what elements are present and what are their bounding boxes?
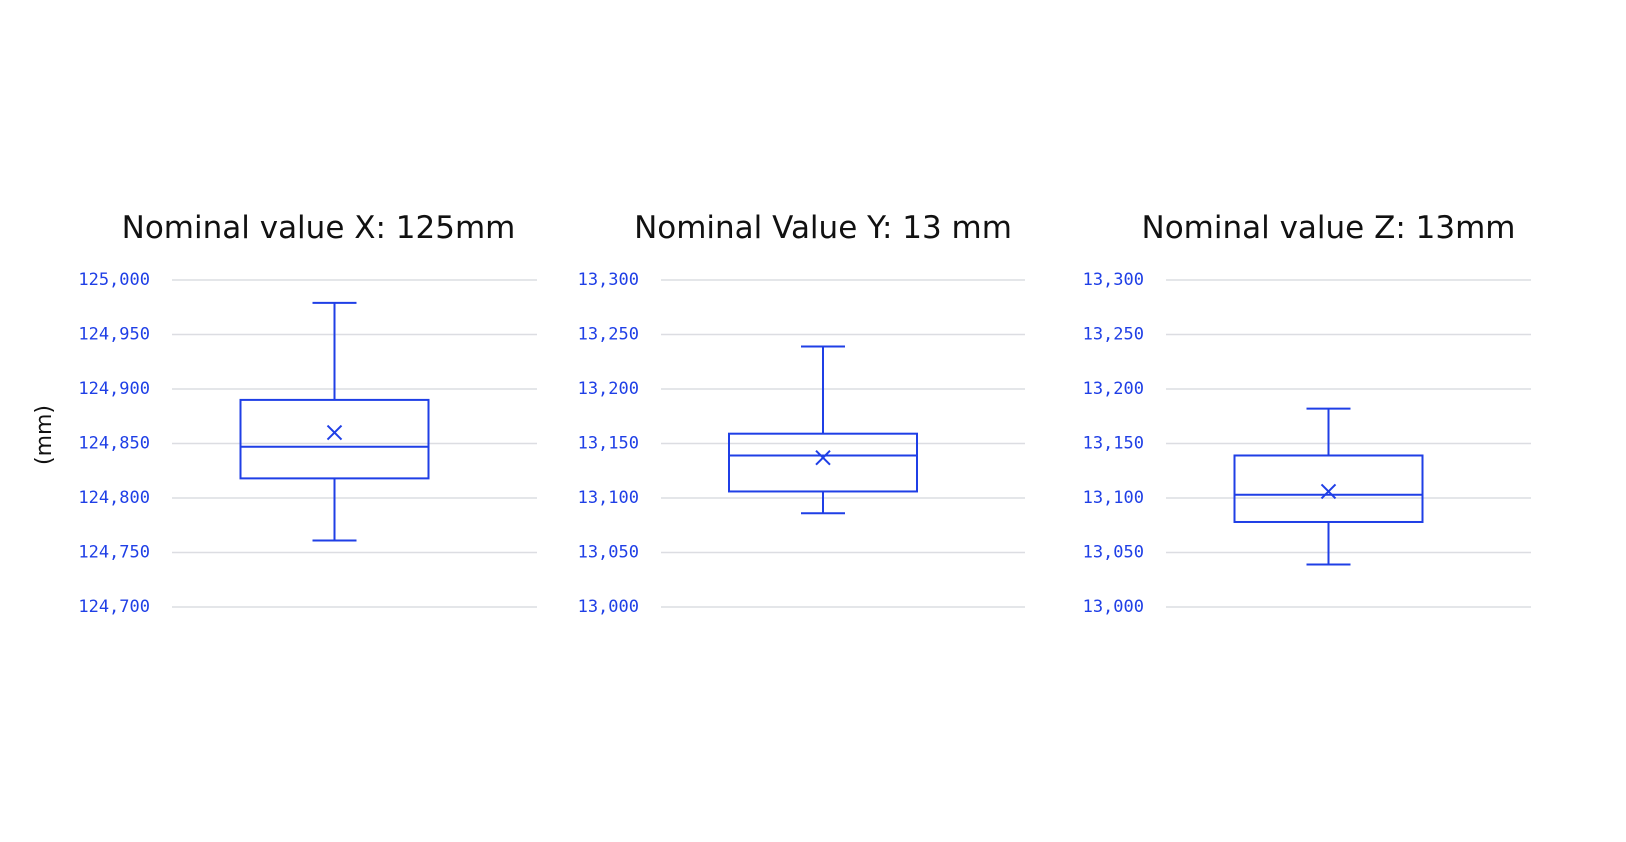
y-tick-label: 124,700 xyxy=(78,597,150,617)
mean-marker xyxy=(815,449,831,466)
chart-title: Nominal Value Y: 13 mm xyxy=(634,210,1012,246)
y-tick-label: 13,000 xyxy=(1083,597,1144,617)
box xyxy=(1233,454,1424,523)
y-tick-label: 13,300 xyxy=(1083,270,1144,290)
box xyxy=(239,398,430,480)
y-tick-label: 13,250 xyxy=(1083,325,1144,345)
y-tick-label: 124,850 xyxy=(78,434,150,454)
y-tick-label: 13,050 xyxy=(578,543,639,563)
y-tick-label: 13,250 xyxy=(578,325,639,345)
mean-marker xyxy=(326,424,343,441)
mean-marker xyxy=(1320,483,1337,500)
chart-title: Nominal value X: 125mm xyxy=(122,210,516,246)
chart-title: Nominal value Z: 13mm xyxy=(1142,210,1516,246)
y-tick-label: 124,750 xyxy=(78,543,150,563)
y-tick-label: 124,950 xyxy=(78,325,150,345)
y-axis-label: (mm) xyxy=(32,405,57,465)
y-tick-label: 13,200 xyxy=(578,379,639,399)
y-tick-label: 13,150 xyxy=(578,434,639,454)
y-tick-label: 13,300 xyxy=(578,270,639,290)
y-tick-label: 13,100 xyxy=(578,488,639,508)
y-tick-label: 13,200 xyxy=(1083,379,1144,399)
y-tick-label: 13,000 xyxy=(578,597,639,617)
y-tick-label: 124,900 xyxy=(78,379,150,399)
y-tick-label: 13,100 xyxy=(1083,488,1144,508)
y-tick-label: 13,150 xyxy=(1083,434,1144,454)
y-tick-label: 13,050 xyxy=(1083,543,1144,563)
y-tick-label: 125,000 xyxy=(78,270,150,290)
y-tick-label: 124,800 xyxy=(78,488,150,508)
box xyxy=(728,432,918,493)
